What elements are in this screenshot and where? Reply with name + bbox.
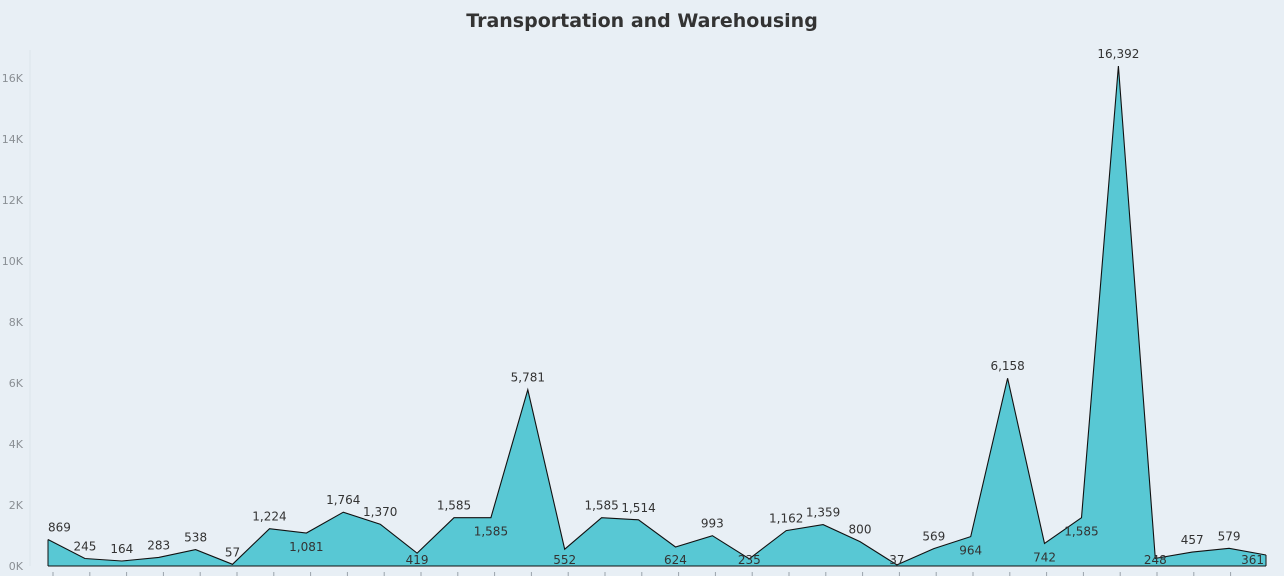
data-label: 1,585 (474, 525, 508, 539)
data-label: 964 (959, 544, 982, 558)
area-fill (48, 66, 1266, 566)
data-label: 57 (225, 545, 240, 559)
data-label: 1,224 (252, 510, 286, 524)
data-label: 1,370 (363, 505, 397, 519)
data-label: 419 (406, 553, 429, 567)
data-label: 6,158 (990, 359, 1024, 373)
data-label: 1,764 (326, 493, 360, 507)
data-label: 457 (1181, 533, 1204, 547)
data-label: 869 (48, 520, 71, 534)
y-axis: 0K 2K 4K 6K 8K 10K 12K 14K 16K (2, 50, 31, 573)
data-label: 1,359 (806, 506, 840, 520)
data-label: 624 (664, 553, 687, 567)
data-label: 16,392 (1097, 47, 1139, 61)
y-tick-label: 2K (9, 499, 24, 512)
data-label: 37 (889, 553, 904, 567)
y-tick-label: 10K (2, 255, 24, 268)
data-label: 800 (849, 523, 872, 537)
data-label: 538 (184, 531, 207, 545)
y-tick-label: 14K (2, 133, 24, 146)
data-label: 1,585 (584, 499, 618, 513)
y-tick-label: 16K (2, 72, 24, 85)
data-label: 361 (1241, 553, 1264, 567)
data-label: 579 (1218, 529, 1241, 543)
data-label: 993 (701, 517, 724, 531)
data-label: 248 (1144, 553, 1167, 567)
data-label: 742 (1033, 550, 1056, 564)
data-label: 283 (147, 538, 170, 552)
data-label: 1,585 (437, 499, 471, 513)
y-tick-label: 12K (2, 194, 24, 207)
data-label: 1,081 (289, 540, 323, 554)
y-tick-label: 8K (9, 316, 24, 329)
data-label: 164 (110, 542, 133, 556)
series-line (47, 65, 1267, 566)
data-label: 1,514 (621, 501, 655, 515)
y-tick-label: 6K (9, 377, 24, 390)
y-tick-label: 4K (9, 438, 24, 451)
data-label: 1,162 (769, 512, 803, 526)
data-label: 5,781 (511, 371, 545, 385)
data-label: 569 (922, 530, 945, 544)
data-label: 552 (553, 553, 576, 567)
data-label: 245 (73, 540, 96, 554)
data-label: 1,585 (1064, 525, 1098, 539)
y-tick-label: 0K (9, 560, 24, 573)
x-axis (52, 572, 1232, 576)
plot-area (47, 65, 1267, 567)
chart-title: Transportation and Warehousing (466, 10, 818, 32)
data-label: 235 (738, 553, 761, 567)
